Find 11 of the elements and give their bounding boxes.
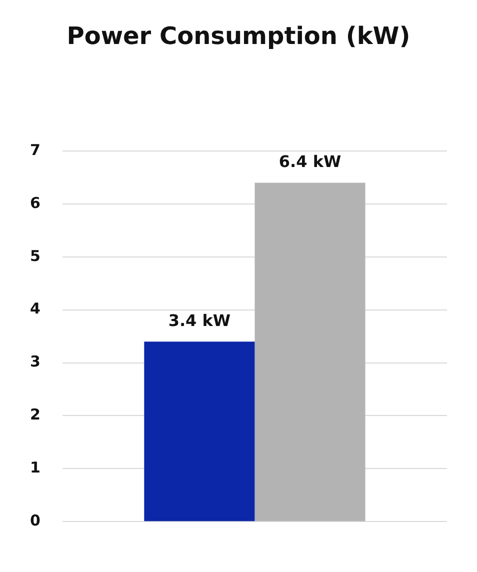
y-tick-label: 2 — [30, 406, 40, 424]
y-tick-label: 1 — [30, 458, 40, 477]
y-tick-label: 3 — [30, 352, 40, 371]
y-tick-label: 6 — [30, 194, 40, 212]
y-tick-label: 0 — [30, 511, 40, 530]
data-label: 6.4 kW — [278, 152, 342, 171]
chart-title: Power Consumption (kW) — [66, 22, 412, 50]
y-tick-label: 4 — [30, 300, 40, 318]
y-tick-label: 7 — [30, 140, 40, 159]
data-label: 3.4 kW — [168, 310, 231, 330]
y-tick-label: 5 — [30, 246, 40, 265]
